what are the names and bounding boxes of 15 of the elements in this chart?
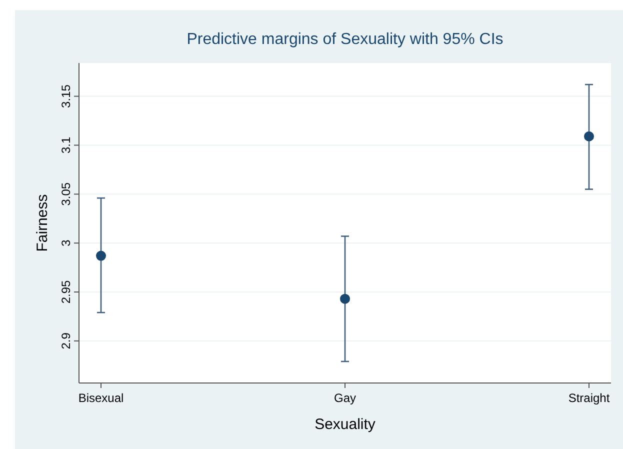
point: [584, 131, 594, 142]
x-tick-label: Gay: [334, 391, 356, 405]
y-axis-title: Fairness: [34, 194, 51, 252]
y-tick-label: 3: [59, 239, 73, 246]
y-tick-label: 3.1: [59, 136, 73, 154]
chart-title: Predictive margins of Sexuality with 95% CIs: [186, 31, 504, 48]
x-tick-label: Straight: [568, 391, 610, 405]
y-tick-label: 2.95: [59, 280, 73, 304]
x-axis-title: Sexuality: [314, 416, 376, 433]
point: [96, 250, 106, 261]
y-tick-label: 3.05: [59, 182, 73, 206]
x-tick-label: Bisexual: [78, 391, 124, 405]
point: [340, 294, 350, 304]
y-tick-label: 2.9: [59, 332, 73, 350]
y-tick-label: 3.15: [59, 84, 73, 108]
